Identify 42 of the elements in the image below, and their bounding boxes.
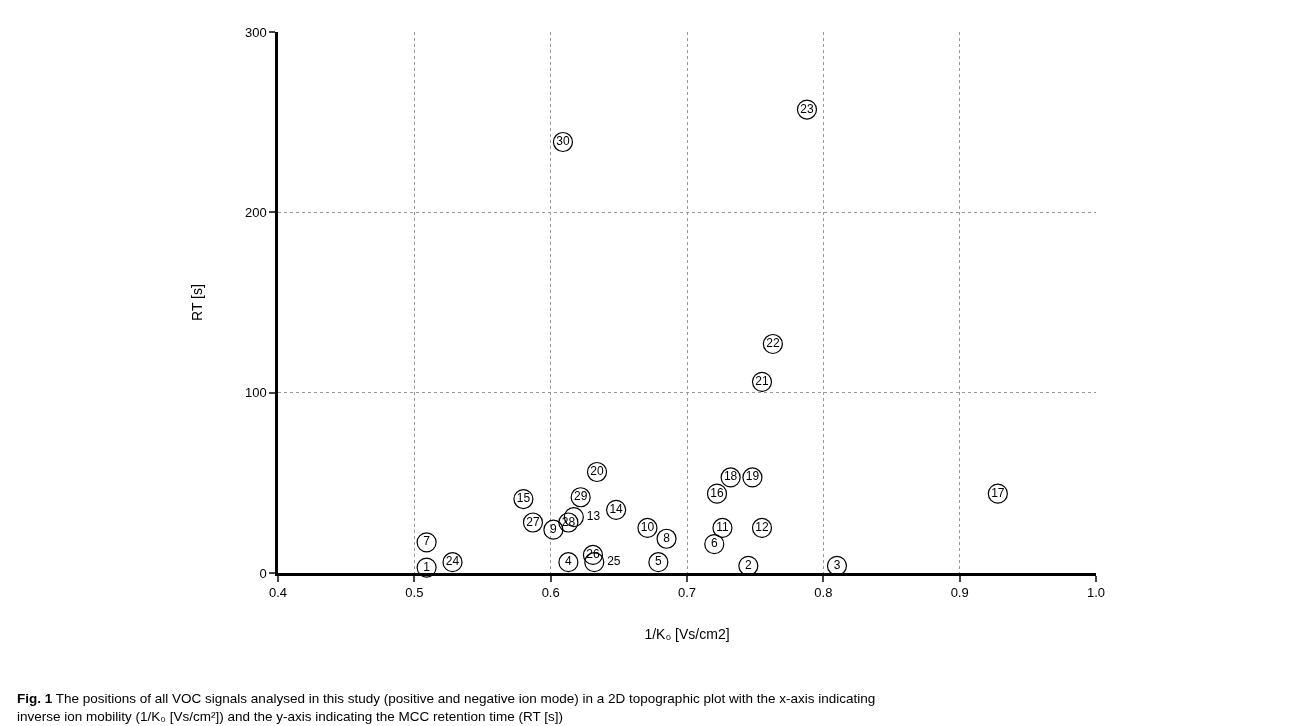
series-label: 7 [423,534,431,549]
series-label: 1 [423,559,431,574]
series-label: 23 [800,101,814,116]
x-tick-label: 0.8 [814,585,833,601]
series-label: 14 [609,501,624,516]
series-label: 17 [991,485,1005,500]
y-tick-label: 200 [244,204,267,220]
series-label: 19 [745,469,760,484]
x-tick-label: 0.7 [677,585,697,601]
y-axis-title: RT [s] [188,284,205,321]
series-label: 22 [766,335,780,350]
series-label: 27 [526,514,540,529]
series-label: 4 [565,554,573,569]
series-label: 24 [445,554,460,569]
series-label: 3 [833,557,841,572]
series-label: 30 [556,134,570,148]
series-label: 6 [710,536,718,551]
x-tick-label: 1.0 [1086,585,1106,601]
y-tick-label: 300 [244,24,267,40]
x-tick-label: 0.9 [950,585,969,601]
series-label: 20 [590,464,605,479]
series-label: 29 [573,489,588,504]
series-label: 10 [640,519,655,534]
series-label: 15 [516,491,531,506]
series-label: 9 [550,521,558,536]
x-axis-title: 1/K₀ [Vs/cm2] [644,625,730,642]
caption: Fig. 1 The positions of all VOC signals analysed in this study (positive and negative ion mode) in a 2D topographic plot with the x-axis indicating inverse ion mobility (1/K₀ [Vs/cm²]) and the y-axis indicating the MCC retention time (RT [s]) [17,691,876,724]
series-label: 8 [663,530,671,545]
y-tick-label: 100 [244,385,267,401]
x-tick-label: 0.4 [268,585,288,601]
series-label: 11 [716,519,729,534]
series-label: 18 [723,469,738,484]
series-label: 16 [710,485,724,500]
series-label: 21 [755,373,769,388]
y-tick-label: 0 [259,565,267,581]
x-tick-label: 0.5 [405,585,424,601]
series-label: 25 [607,554,621,569]
x-tick-label: 0.6 [541,585,560,601]
series-label: 5 [655,554,663,569]
series-label: 12 [755,519,769,534]
series-label: 2 [745,557,753,572]
series-label: 13 [586,509,601,524]
